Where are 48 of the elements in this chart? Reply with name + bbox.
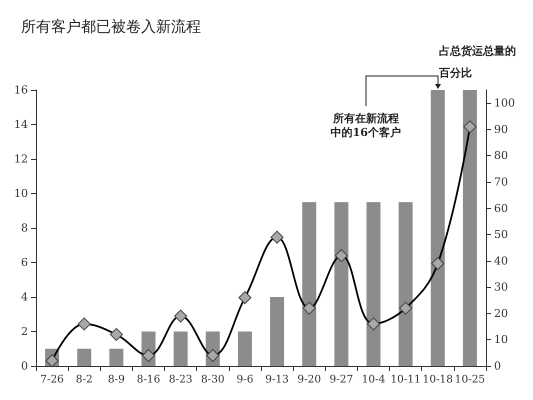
y2-tick-label: 90 bbox=[494, 122, 508, 136]
y2-tick-label: 80 bbox=[494, 149, 508, 162]
bar bbox=[174, 332, 188, 366]
bar bbox=[238, 332, 252, 366]
y-tick-label: 14 bbox=[14, 118, 28, 131]
y2-tick-label: 0 bbox=[494, 360, 501, 372]
y2-tick-label: 40 bbox=[494, 254, 508, 268]
x-tick-label: 10-11 bbox=[390, 374, 421, 386]
y-tick-label: 8 bbox=[21, 222, 28, 234]
bar bbox=[462, 90, 477, 366]
bar bbox=[398, 202, 413, 366]
x-tick-label: 10-25 bbox=[454, 374, 486, 386]
x-tick-label: 8-23 bbox=[168, 374, 192, 386]
y-tick-label: 2 bbox=[21, 325, 28, 338]
y-tick-label: 12 bbox=[14, 152, 28, 166]
y2-tick-label: 70 bbox=[494, 176, 508, 188]
y2-tick-label: 30 bbox=[494, 280, 508, 294]
y2-tick-label: 50 bbox=[494, 228, 508, 242]
bar bbox=[366, 202, 380, 366]
chart-title: 所有客户都已被卷入新流程 bbox=[21, 18, 201, 36]
y2-tick-label: 100 bbox=[494, 96, 515, 110]
bar bbox=[109, 348, 124, 366]
y-tick-label: 16 bbox=[14, 84, 28, 96]
annotation: 所有在新流程中的16个客户 bbox=[330, 112, 402, 140]
x-tick-label: 8-30 bbox=[200, 374, 225, 386]
x-tick-label: 9-6 bbox=[236, 374, 254, 386]
y2-tick-label: 60 bbox=[494, 202, 508, 215]
bar bbox=[77, 348, 92, 366]
x-tick-label: 8-2 bbox=[76, 374, 93, 386]
y-tick-label: 10 bbox=[14, 187, 28, 200]
x-tick-label: 7-26 bbox=[40, 374, 64, 386]
y2-tick-label: 10 bbox=[494, 333, 508, 346]
x-tick-label: 8-16 bbox=[136, 374, 161, 386]
y-tick-label: 6 bbox=[21, 256, 28, 269]
x-tick-label: 10-4 bbox=[362, 374, 386, 386]
x-tick-label: 9-27 bbox=[330, 374, 354, 386]
y-tick-label: 4 bbox=[21, 290, 28, 304]
bar bbox=[430, 90, 445, 366]
y2-axis-title: 占总货运总量的百分比 bbox=[438, 44, 516, 80]
bar bbox=[334, 202, 348, 366]
bar bbox=[302, 202, 316, 366]
y-tick-label: 0 bbox=[21, 360, 28, 372]
bar bbox=[270, 297, 284, 366]
y2-tick-label: 20 bbox=[494, 306, 508, 320]
x-tick-label: 10-18 bbox=[422, 374, 453, 386]
x-tick-label: 9-20 bbox=[297, 374, 322, 386]
x-tick-label: 8-9 bbox=[108, 374, 125, 386]
x-tick-label: 9-13 bbox=[265, 374, 289, 386]
